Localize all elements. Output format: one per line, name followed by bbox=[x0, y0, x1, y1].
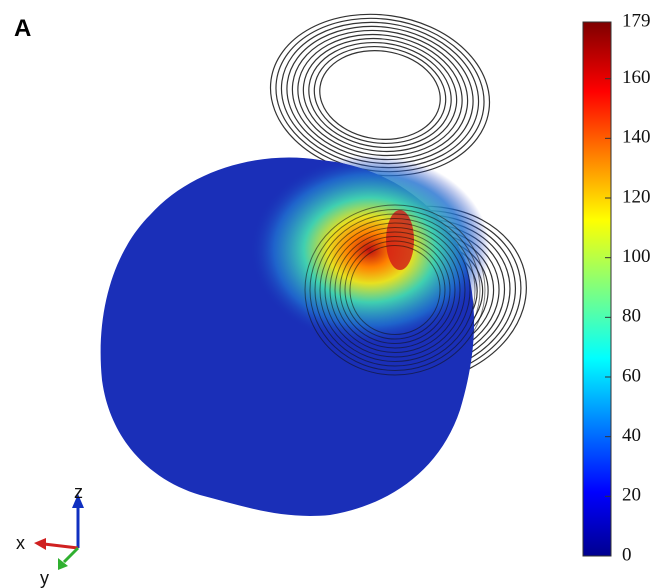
colorbar-tick-label: 100 bbox=[622, 246, 651, 267]
x-arrow bbox=[44, 544, 78, 548]
x-arrowhead bbox=[34, 538, 46, 550]
colorbar-tick-label: 0 bbox=[622, 544, 632, 565]
x-label: x bbox=[16, 533, 25, 553]
figure: A 0 20 40 60 80 100 120 140 160 179 z x y bbox=[0, 0, 663, 588]
colorbar-tick-label: 140 bbox=[622, 127, 651, 148]
colorbar-tick-label: 80 bbox=[622, 306, 641, 327]
colorbar-tick-label: 179 bbox=[622, 10, 651, 31]
colorbar-ticks: 0 20 40 60 80 100 120 140 160 179 bbox=[605, 10, 651, 565]
coil-turn bbox=[284, 19, 476, 170]
colorbar-tick-label: 120 bbox=[622, 186, 651, 207]
z-label: z bbox=[74, 482, 83, 502]
y-arrow bbox=[64, 548, 78, 562]
colorbar-tick-label: 40 bbox=[622, 425, 641, 446]
coil-turn bbox=[272, 10, 488, 180]
y-label: y bbox=[40, 568, 49, 588]
colorbar-tick-label: 20 bbox=[622, 485, 641, 506]
coil-turn bbox=[290, 24, 470, 166]
colorbar bbox=[583, 22, 611, 556]
colorbar-tick-label: 60 bbox=[622, 365, 641, 386]
colorbar-tick-label: 160 bbox=[622, 67, 651, 88]
panel-label: A bbox=[14, 15, 31, 42]
